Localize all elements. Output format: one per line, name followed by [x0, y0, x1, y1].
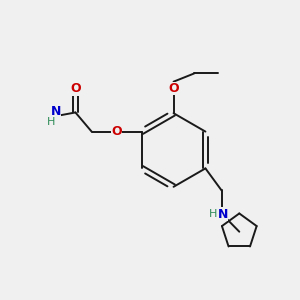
Text: H: H	[47, 117, 56, 127]
Text: H: H	[208, 209, 217, 219]
Text: O: O	[168, 82, 179, 95]
Text: N: N	[50, 105, 61, 119]
Text: O: O	[111, 125, 122, 138]
Text: N: N	[218, 208, 228, 220]
Text: O: O	[70, 82, 81, 95]
